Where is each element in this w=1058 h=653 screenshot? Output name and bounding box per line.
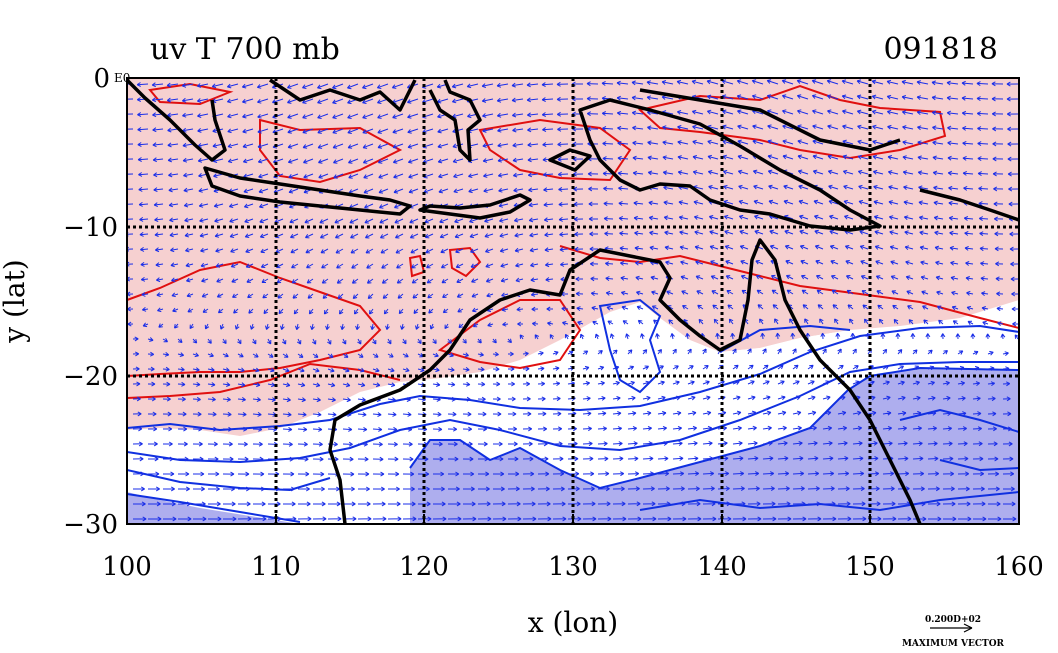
vector-reference-arrowhead <box>963 623 973 633</box>
tick-marks <box>126 514 1020 524</box>
x-tick-label: 110 <box>251 552 301 582</box>
java-coast <box>203 166 412 216</box>
y-tick-label: −30 <box>63 510 118 540</box>
y-axis-label: y (lat) <box>0 259 31 343</box>
sumatra-coast <box>127 78 227 162</box>
y-tick-labels: 0 −10 −20 −30 <box>63 64 118 540</box>
australia-coast <box>328 238 922 524</box>
warm-temperature-region <box>127 78 1019 436</box>
cool-contours <box>127 298 1019 523</box>
x-tick-label: 120 <box>399 552 449 582</box>
x-tick-label: 140 <box>697 552 747 582</box>
vector-reference-label: MAXIMUM VECTOR <box>902 639 1005 649</box>
sulawesi-coast <box>428 79 482 162</box>
x-axis-label: x (lon) <box>528 606 618 639</box>
lesser-sunda-coast <box>418 193 532 220</box>
x-tick-label: 100 <box>102 552 152 582</box>
grid-lines <box>127 78 1019 524</box>
cool-temperature-region-south <box>410 368 1019 524</box>
coastlines <box>127 78 1019 524</box>
vector-reference-key: 0.200D+02 MAXIMUM VECTOR <box>902 615 1005 649</box>
y-tick-label: −20 <box>63 362 118 392</box>
x-tick-label: 150 <box>845 552 895 582</box>
warm-region-north-australia <box>720 330 870 446</box>
new-guinea-coast <box>578 98 882 232</box>
cool-temperature-region-southwest <box>127 492 300 524</box>
x-tick-label: 160 <box>994 552 1044 582</box>
borneo-coast <box>269 78 417 112</box>
y-tick-label: 0 <box>93 64 110 94</box>
x-tick-labels: 100 110 120 130 140 150 160 <box>102 552 1044 582</box>
x-tick-label: 130 <box>548 552 598 582</box>
bismarck-coast <box>919 188 1019 222</box>
new-guinea-north-coast <box>639 88 901 152</box>
map-title: uv T 700 mb <box>150 32 340 67</box>
corner-label: E0 <box>114 71 130 85</box>
y-tick-label: −10 <box>63 213 118 243</box>
vector-reference-magnitude: 0.200D+02 <box>925 615 981 625</box>
timor-coast <box>548 148 592 172</box>
plot-area <box>127 78 1019 524</box>
date-code: 091818 <box>883 32 998 67</box>
